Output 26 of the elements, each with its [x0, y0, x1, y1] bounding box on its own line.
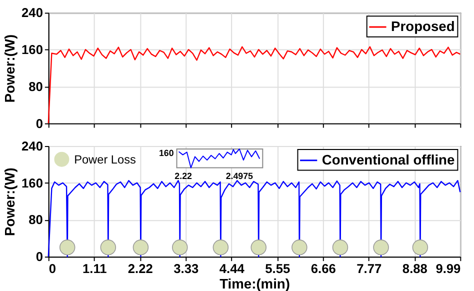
y-tick-label: 80: [28, 78, 43, 94]
legend-label: Proposed: [391, 18, 455, 34]
y-axis-title: Power:(W): [2, 34, 18, 103]
legend-label: Power Loss: [74, 152, 136, 166]
y-tick-label: 0: [36, 249, 43, 264]
x-tick-label: 6.66: [310, 260, 336, 276]
x-tick-label: 7.77: [356, 260, 382, 276]
x-tick-label: 1.11: [82, 260, 107, 276]
y-axis-title: Power:(W): [2, 168, 18, 236]
y-tick-label: 0: [36, 116, 43, 131]
annotation: 160: [158, 148, 174, 158]
y-tick-label: 240: [22, 5, 43, 20]
y-tick-label: 160: [22, 175, 43, 190]
y-tick-label: 80: [28, 212, 43, 228]
x-tick-label: 4.44: [219, 260, 246, 276]
x-tick-label: 0: [48, 260, 56, 276]
y-tick-label: 240: [22, 138, 43, 154]
legend-label: Conventional offline: [322, 151, 455, 168]
x-tick-label: 2.22: [128, 260, 153, 276]
x-tick-label: 2.22: [174, 171, 192, 182]
x-tick-label: 5.55: [265, 260, 290, 276]
x-tick-label: 3.33: [174, 260, 199, 276]
x-tick-label: 2.4975: [226, 171, 254, 182]
x-tick-label: 9.99: [436, 260, 461, 276]
y-tick-label: 160: [22, 42, 43, 58]
x-tick-label: 8.88: [402, 260, 428, 276]
